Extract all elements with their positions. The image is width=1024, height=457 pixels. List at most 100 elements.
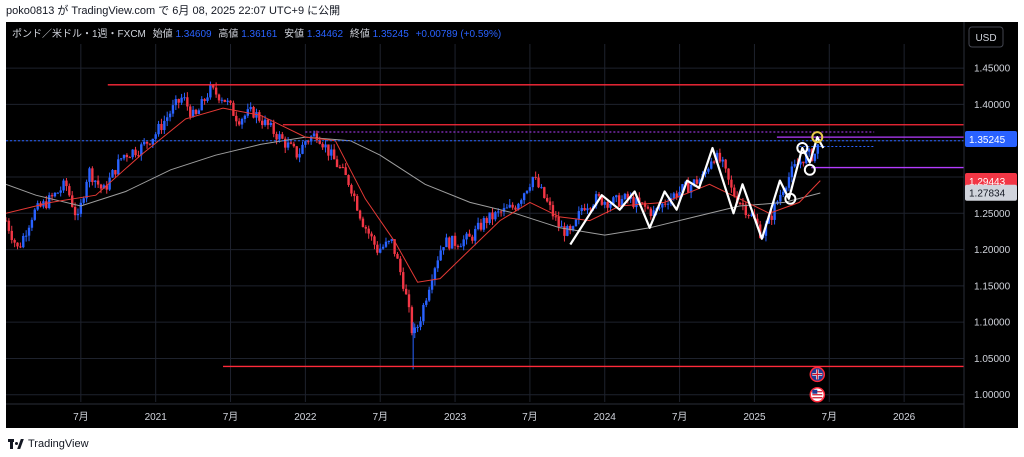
candle-body: [557, 216, 560, 227]
candle-body: [212, 85, 215, 88]
chart-frame[interactable]: 1.450001.400001.350001.300001.250001.200…: [4, 22, 1018, 428]
candle-body: [813, 153, 817, 161]
candle-body: [586, 208, 589, 211]
candle-body: [787, 177, 791, 188]
candle-body: [85, 181, 88, 199]
candle-body: [180, 97, 183, 103]
candle-body: [243, 115, 247, 120]
candle-body: [600, 195, 604, 205]
candle-body: [151, 138, 155, 145]
candle-body: [358, 210, 362, 219]
candle-body: [281, 134, 284, 139]
candle-body: [476, 222, 480, 230]
grid-layer: [6, 44, 964, 402]
candle-body: [468, 233, 471, 237]
candle-body: [301, 144, 304, 154]
tradingview-brand-text: TradingView: [28, 438, 89, 450]
legend-change-value: +0.00789 (+0.59%): [416, 29, 502, 40]
candle-body: [643, 202, 647, 207]
candle-body: [160, 123, 163, 131]
currency-button[interactable]: USD: [968, 26, 1004, 48]
candle-body: [658, 207, 661, 209]
candle-body: [413, 327, 416, 334]
candle-body: [82, 198, 85, 203]
candle-body: [286, 142, 290, 148]
candle-body: [168, 113, 172, 118]
candle-body: [474, 229, 477, 241]
candle-body: [681, 184, 684, 192]
candle-body: [747, 215, 750, 217]
candle-body: [321, 143, 324, 148]
candle-body: [522, 193, 526, 201]
candle-body: [79, 202, 83, 214]
candle-body: [68, 186, 71, 196]
candle-body: [330, 149, 333, 156]
candle-body: [715, 152, 719, 163]
candle-body: [13, 240, 16, 243]
candle-body: [609, 203, 612, 208]
candle-body: [220, 99, 224, 101]
candle-body: [790, 166, 794, 178]
candle-body: [499, 211, 503, 213]
candle-body: [548, 201, 552, 206]
candle-body: [73, 206, 77, 216]
candle-body: [430, 280, 434, 290]
candle-body: [617, 195, 621, 207]
axes-layer: 1.450001.400001.350001.300001.250001.200…: [6, 22, 1017, 428]
x-tick-label: 7月: [822, 411, 838, 423]
x-tick-label: 7月: [372, 411, 388, 423]
candle-body: [50, 195, 54, 197]
candle-body: [520, 200, 523, 204]
candle-body: [131, 149, 134, 158]
price-chart[interactable]: 1.450001.400001.350001.300001.250001.200…: [4, 22, 1018, 428]
candle-body: [427, 289, 431, 301]
candle-body: [214, 87, 218, 95]
candle-body: [62, 180, 65, 191]
candle-body: [390, 239, 393, 241]
legend-close-value: 1.35245: [373, 29, 410, 40]
candle-body: [117, 159, 120, 175]
candle-body: [266, 119, 270, 126]
horizontal-lines-layer: [6, 84, 964, 368]
candle-body: [531, 177, 534, 188]
candle-body: [226, 100, 229, 102]
candle-body: [269, 122, 273, 126]
candle-body: [157, 123, 160, 135]
candle-body: [364, 226, 368, 229]
publish-header: poko0813 が TradingView.com で 6月 08, 2025…: [0, 0, 1024, 22]
candle-body: [445, 237, 448, 248]
x-tick-label: 7月: [672, 411, 688, 423]
candle-body: [456, 245, 460, 247]
tradingview-logo[interactable]: TradingView: [8, 437, 89, 451]
pattern-circle: [803, 163, 816, 176]
candle-body: [462, 239, 465, 247]
candle-body: [652, 210, 655, 216]
candle-body: [122, 154, 126, 159]
y-tick-label: 1.25000: [974, 209, 1011, 220]
candle-body: [459, 246, 463, 248]
candle-body: [384, 241, 388, 247]
candle-body: [646, 206, 650, 209]
candle-body: [678, 191, 681, 198]
event-flags-layer: [809, 366, 826, 403]
candle-body: [177, 99, 180, 103]
candle-body: [22, 235, 25, 248]
candle-body: [275, 133, 278, 140]
candle-body: [272, 122, 275, 134]
candle-body: [125, 154, 129, 158]
y-tick-label: 1.05000: [974, 354, 1011, 365]
candle-body: [298, 153, 301, 158]
candle-body: [367, 228, 370, 234]
candle-body: [324, 144, 327, 148]
candle-body: [295, 146, 298, 158]
candle-body: [433, 268, 437, 281]
candle-body: [439, 250, 442, 261]
candle-body: [566, 226, 569, 236]
candle-body: [664, 203, 667, 205]
candle-body: [307, 141, 310, 143]
price-label-text: 1.29443: [969, 177, 1006, 188]
candle-body: [692, 179, 696, 185]
candle-body: [102, 185, 106, 189]
candle-body: [137, 155, 140, 157]
candle-body: [479, 222, 483, 230]
